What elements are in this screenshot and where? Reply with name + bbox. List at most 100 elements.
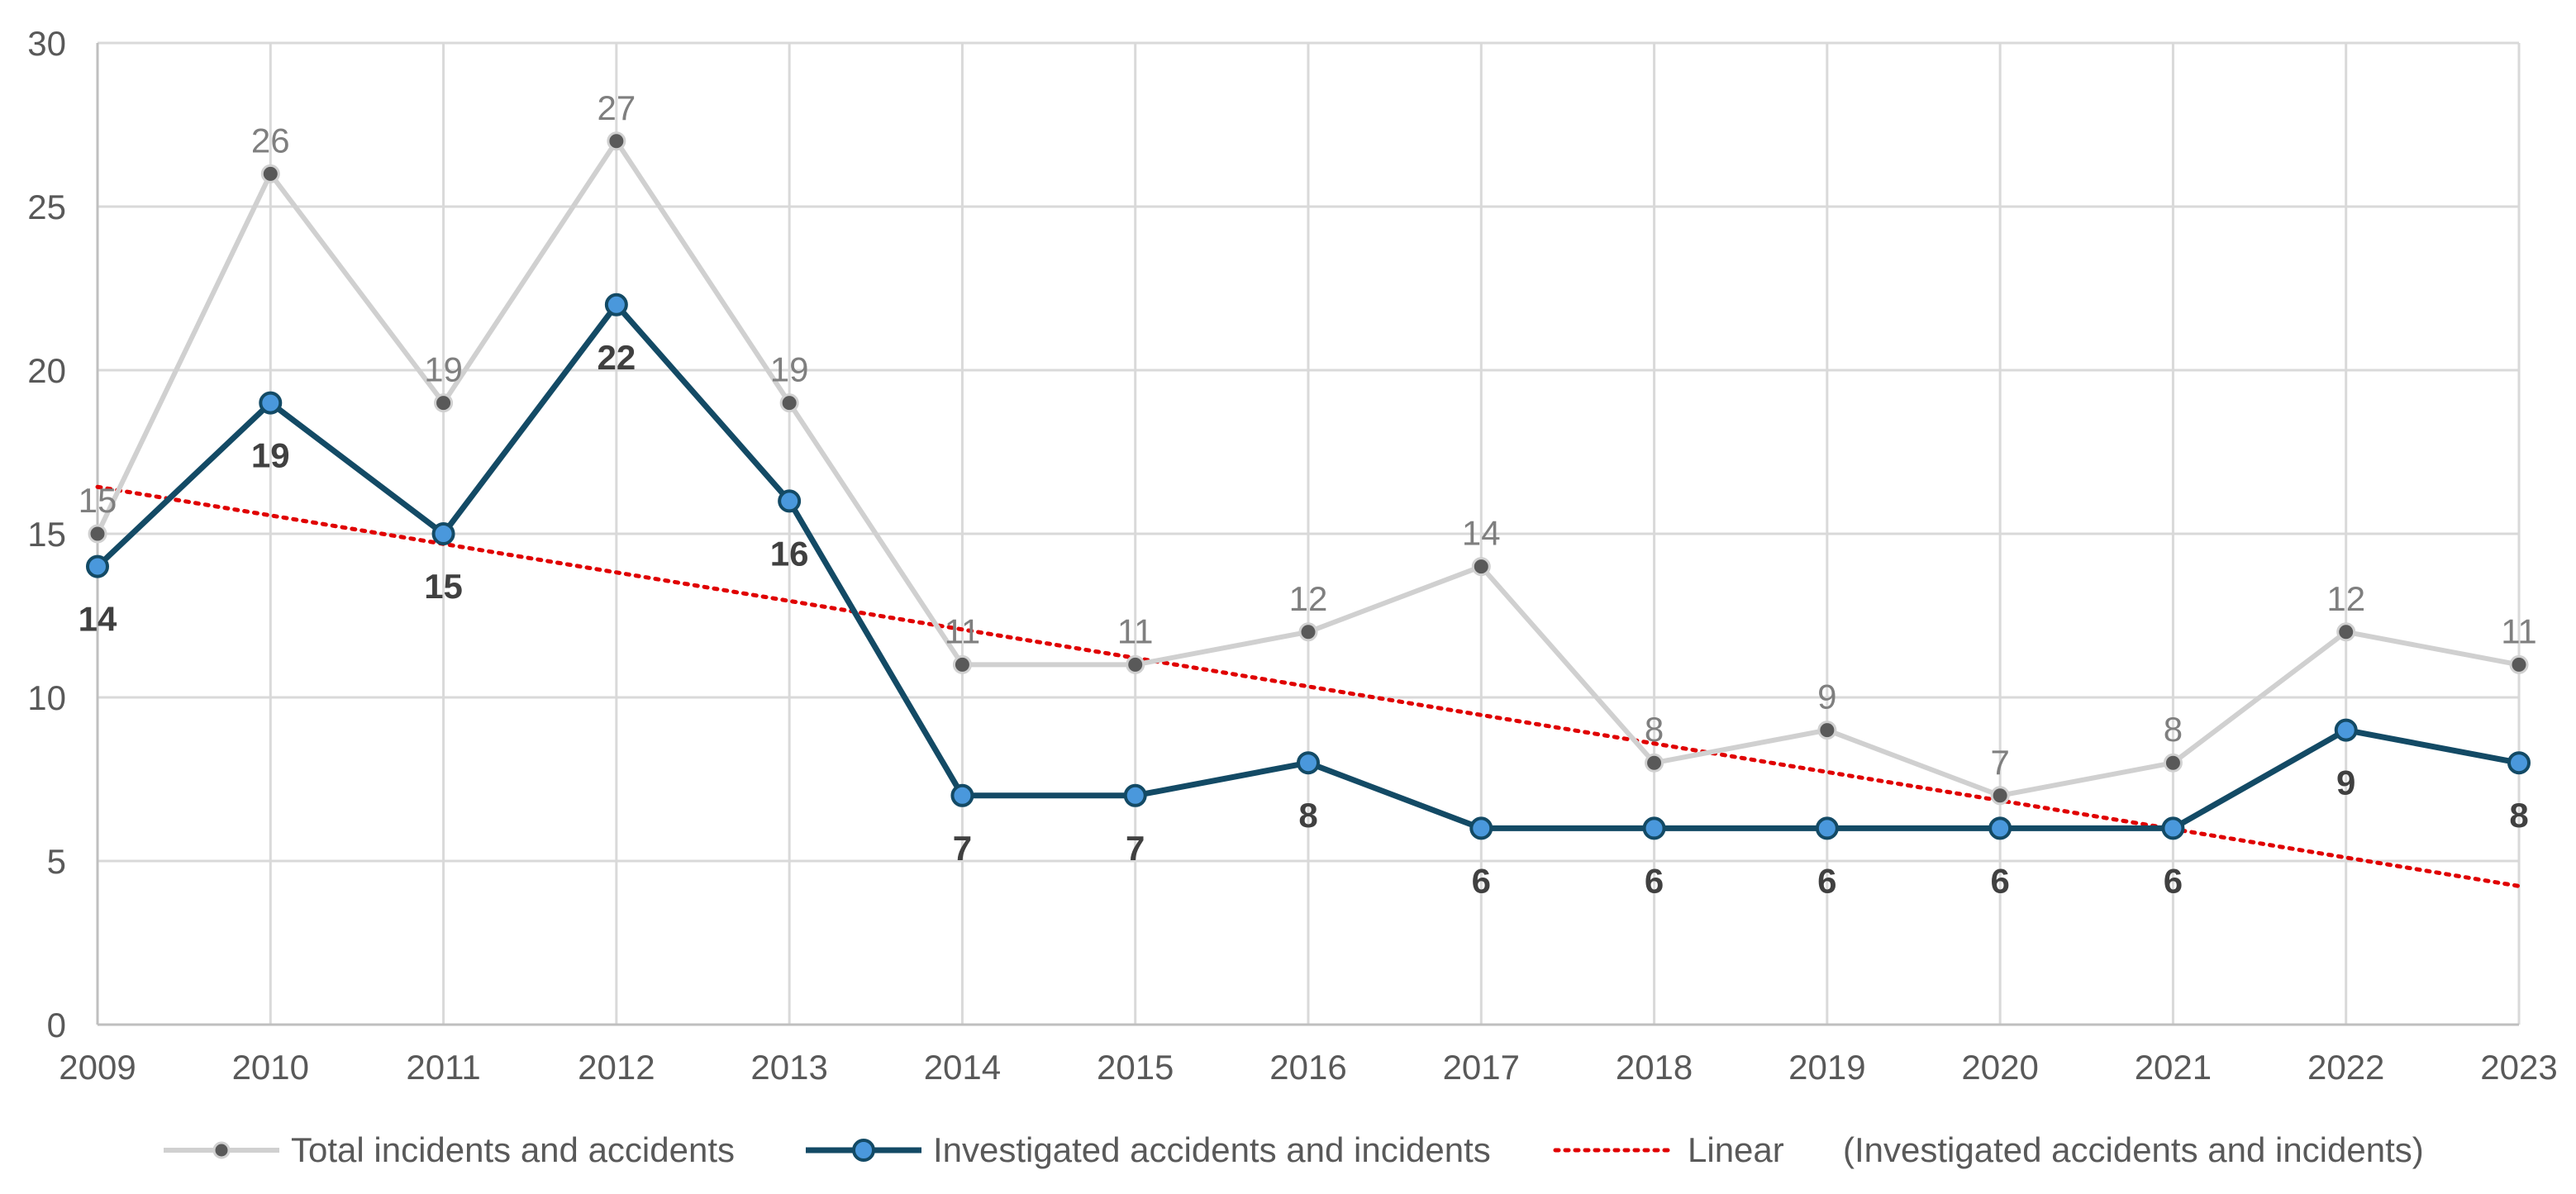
y-tick-label-20: 20	[27, 351, 66, 390]
data-label-investigated-2023: 8	[2509, 796, 2528, 835]
data-labels: 15 26 19 27 19 11 11 12 14 8 9 7 8 12 11 14 19 15 22 16 7 7 8 6…	[79, 88, 2537, 901]
legend-investigated-marker	[852, 1139, 875, 1162]
point-investigated-2021	[2161, 816, 2185, 840]
data-label-total-2013: 19	[770, 350, 809, 389]
trendline	[95, 484, 2521, 888]
point-total-2012	[607, 131, 626, 151]
legend-total-marker	[212, 1141, 231, 1159]
point-investigated-2020	[1988, 816, 2012, 840]
data-label-total-2016: 12	[1289, 579, 1328, 618]
data-label-investigated-2017: 6	[1472, 861, 1491, 900]
data-label-investigated-2021: 6	[2164, 861, 2183, 900]
legend-item-linear[interactable]: Linear (Investigated accidents and incid…	[1553, 1130, 2424, 1169]
point-investigated-2015	[1123, 783, 1147, 807]
point-total-2020	[1990, 786, 2010, 806]
point-investigated-2019	[1815, 816, 1839, 840]
point-total-2010	[260, 164, 280, 183]
data-label-total-2018: 8	[1645, 710, 1664, 749]
data-label-total-2020: 7	[1990, 743, 2009, 782]
data-label-investigated-2010: 19	[251, 436, 290, 475]
data-label-investigated-2018: 6	[1645, 861, 1664, 900]
point-total-2023	[2509, 654, 2529, 674]
x-tick-label-2019: 2019	[1788, 1048, 1865, 1087]
y-tick-label-10: 10	[27, 678, 66, 717]
x-tick-label-2023: 2023	[2480, 1048, 2557, 1087]
data-label-investigated-2014: 7	[953, 829, 972, 868]
point-total-2018	[1645, 753, 1664, 773]
point-investigated-2016	[1297, 751, 1320, 775]
data-label-total-2017: 14	[1462, 514, 1501, 553]
data-label-investigated-2020: 6	[1990, 861, 2009, 900]
legend-item-investigated[interactable]: Investigated accidents and incidents	[806, 1130, 1491, 1169]
legend-linear-series-label: (Investigated accidents and incidents)	[1843, 1130, 2424, 1169]
series	[86, 131, 2531, 840]
x-axis: 2009 2010 2011 2012 2013 2014 2015 2016 2017 2018…	[59, 1023, 2558, 1087]
legend: Total incidents and accidents Investigat…	[164, 1130, 2424, 1169]
x-tick-label-2014: 2014	[924, 1048, 1001, 1087]
x-tick-label-2009: 2009	[59, 1048, 136, 1087]
data-label-investigated-2011: 15	[424, 567, 463, 606]
data-label-total-2015: 11	[1117, 611, 1154, 650]
legend-item-total[interactable]: Total incidents and accidents	[164, 1130, 735, 1169]
legend-total-label: Total incidents and accidents	[291, 1130, 735, 1169]
point-investigated-2009	[86, 554, 109, 578]
point-investigated-2017	[1469, 816, 1493, 840]
point-total-2009	[88, 524, 107, 544]
point-total-2017	[1471, 557, 1491, 577]
point-investigated-2023	[2507, 751, 2531, 775]
point-total-2022	[2336, 622, 2356, 642]
point-investigated-2013	[778, 489, 802, 513]
x-tick-label-2020: 2020	[1961, 1048, 2038, 1087]
data-label-investigated-2013: 16	[770, 534, 809, 573]
point-investigated-2010	[259, 391, 283, 415]
point-investigated-2011	[431, 522, 455, 545]
trendline-linear	[95, 484, 2521, 888]
x-tick-label-2021: 2021	[2135, 1048, 2212, 1087]
data-label-investigated-2015: 7	[1126, 829, 1145, 868]
data-label-total-2012: 27	[597, 88, 636, 127]
data-label-total-2009: 15	[79, 481, 117, 520]
point-total-2013	[779, 393, 799, 413]
data-label-total-2010: 26	[251, 121, 290, 159]
legend-investigated-label: Investigated accidents and incidents	[933, 1130, 1491, 1169]
x-tick-label-2012: 2012	[578, 1048, 655, 1087]
x-tick-label-2022: 2022	[2307, 1048, 2384, 1087]
x-tick-label-2010: 2010	[232, 1048, 309, 1087]
data-label-investigated-2009: 14	[79, 600, 117, 639]
point-total-2019	[1817, 721, 1837, 740]
x-tick-label-2018: 2018	[1616, 1048, 1693, 1087]
data-label-investigated-2022: 9	[2336, 763, 2355, 802]
x-tick-label-2017: 2017	[1443, 1048, 1520, 1087]
point-investigated-2018	[1642, 816, 1666, 840]
x-tick-label-2015: 2015	[1097, 1048, 1174, 1087]
x-tick-label-2013: 2013	[750, 1048, 827, 1087]
data-label-total-2014: 11	[945, 611, 981, 650]
point-total-2015	[1126, 654, 1145, 674]
data-label-investigated-2012: 22	[597, 338, 636, 377]
data-label-investigated-2016: 8	[1298, 796, 1317, 835]
y-tick-label-15: 15	[27, 515, 66, 554]
x-tick-label-2011: 2011	[406, 1048, 480, 1087]
data-label-total-2019: 9	[1817, 678, 1836, 716]
point-investigated-2012	[604, 293, 628, 316]
data-label-total-2023: 11	[2501, 611, 2537, 650]
y-axis: 0 5 10 15 20 25 30	[27, 24, 99, 1044]
data-label-investigated-2019: 6	[1817, 861, 1836, 900]
point-total-2016	[1298, 622, 1318, 642]
data-label-total-2021: 8	[2164, 710, 2183, 749]
point-total-2014	[952, 654, 972, 674]
y-tick-label-25: 25	[27, 188, 66, 226]
y-tick-label-0: 0	[47, 1006, 66, 1044]
point-total-2021	[2163, 753, 2183, 773]
legend-linear-label: Linear	[1688, 1130, 1784, 1169]
data-label-total-2022: 12	[2326, 579, 2365, 618]
point-investigated-2022	[2334, 718, 2358, 742]
point-total-2011	[434, 393, 454, 413]
y-tick-label-5: 5	[47, 842, 66, 881]
point-investigated-2014	[950, 783, 974, 807]
y-tick-label-30: 30	[27, 24, 66, 63]
x-tick-label-2016: 2016	[1269, 1048, 1346, 1087]
data-label-total-2011: 19	[424, 350, 463, 389]
